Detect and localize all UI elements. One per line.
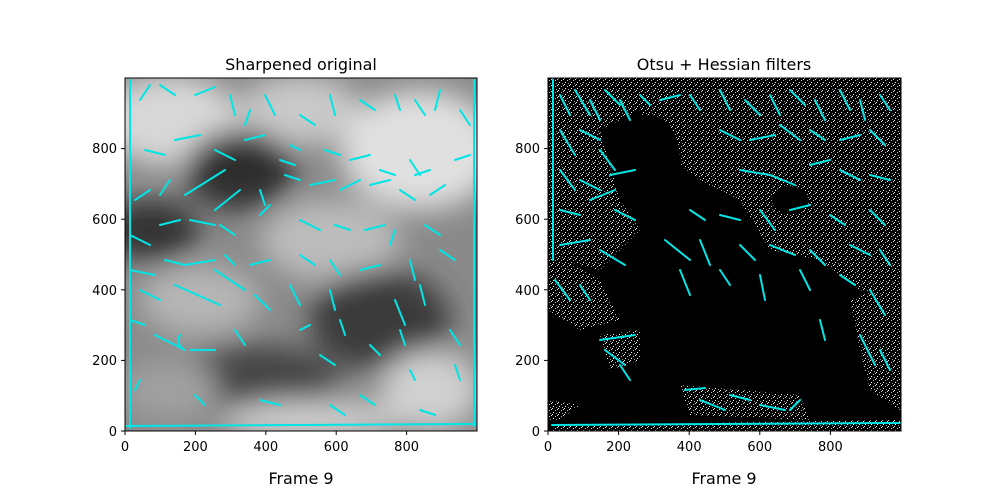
x-tick-label: 600: [747, 440, 772, 455]
x-tick-label: 800: [818, 440, 843, 455]
left-y-axis: 0 200 400 600 800: [92, 142, 125, 440]
right-overlay: [551, 79, 901, 426]
right-y-axis: 0 200 400 600 800: [515, 142, 548, 440]
right-plot-frame: [547, 77, 902, 432]
left-image: [125, 78, 477, 431]
x-tick-label: 400: [677, 440, 702, 455]
right-frame-label: Frame 9: [691, 469, 756, 488]
x-tick-label: 0: [544, 440, 552, 455]
x-tick-label: 200: [183, 440, 208, 455]
y-tick-label: 400: [515, 284, 540, 299]
left-plot-frame: [124, 77, 478, 432]
left-overlay: [125, 79, 477, 429]
right-image: [548, 78, 901, 431]
left-panel: Sharpened original: [92, 55, 478, 488]
right-panel-title: Otsu + Hessian filters: [637, 55, 812, 74]
x-tick-label: 200: [606, 440, 631, 455]
y-tick-label: 600: [515, 213, 540, 228]
right-panel: Otsu + Hessian filters: [515, 55, 902, 488]
x-tick-label: 800: [394, 440, 419, 455]
y-tick-label: 400: [92, 284, 117, 299]
y-tick-label: 0: [109, 425, 117, 440]
left-frame-label: Frame 9: [268, 469, 333, 488]
x-tick-label: 400: [253, 440, 278, 455]
x-tick-label: 0: [121, 440, 129, 455]
y-tick-label: 200: [92, 354, 117, 369]
y-tick-label: 200: [515, 354, 540, 369]
left-panel-title: Sharpened original: [225, 55, 377, 74]
y-tick-label: 0: [532, 425, 540, 440]
left-x-axis: 0 200 400 600 800: [121, 431, 419, 455]
right-x-axis: 0 200 400 600 800: [544, 431, 843, 455]
x-tick-label: 600: [324, 440, 349, 455]
y-tick-label: 800: [92, 142, 117, 157]
y-tick-label: 800: [515, 142, 540, 157]
y-tick-label: 600: [92, 213, 117, 228]
